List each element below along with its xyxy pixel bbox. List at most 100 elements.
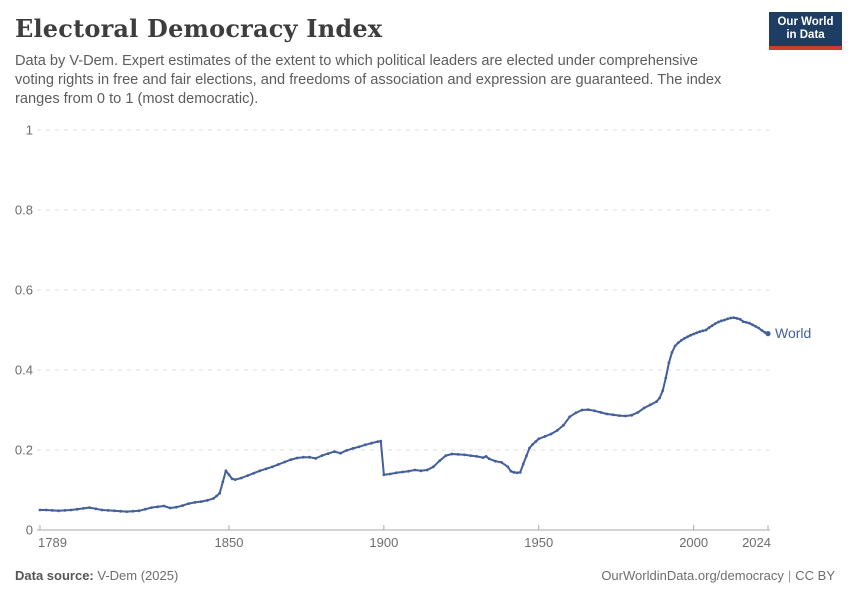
data-point-marker xyxy=(683,337,686,340)
data-point-marker xyxy=(407,469,410,473)
data-point-marker xyxy=(100,508,104,512)
data-point-marker xyxy=(723,318,726,322)
data-point-marker xyxy=(376,440,380,443)
y-axis-label: 0.8 xyxy=(15,203,33,218)
data-point-marker xyxy=(593,409,596,413)
data-point-marker xyxy=(463,453,466,457)
owid-logo-red-stripe xyxy=(769,46,842,50)
data-point-marker xyxy=(506,465,510,469)
data-point-marker xyxy=(574,411,578,415)
data-point-marker xyxy=(704,328,708,332)
owid-logo-line1: Our World xyxy=(777,16,834,28)
data-point-marker xyxy=(394,471,398,475)
owid-logo-line2: in Data xyxy=(786,29,825,41)
world-series-end-marker[interactable] xyxy=(765,331,771,337)
data-point-marker xyxy=(735,317,739,320)
data-point-marker xyxy=(75,507,79,511)
owid-logo-text: Our World in Data xyxy=(769,12,842,46)
data-point-marker xyxy=(143,507,147,511)
data-point-marker xyxy=(44,508,48,512)
data-point-marker xyxy=(562,423,565,427)
data-point-marker xyxy=(119,509,122,513)
data-source-value: V-Dem (2025) xyxy=(97,568,179,583)
data-point-marker xyxy=(655,400,658,403)
data-point-marker xyxy=(469,454,472,457)
data-point-marker xyxy=(233,478,237,481)
data-point-marker xyxy=(679,339,683,342)
data-point-marker xyxy=(270,465,274,469)
data-point-marker xyxy=(277,463,280,466)
data-point-marker xyxy=(199,500,203,503)
data-point-marker xyxy=(131,509,135,513)
data-point-marker xyxy=(673,344,677,348)
data-point-marker xyxy=(308,455,311,459)
data-point-marker xyxy=(94,507,98,511)
data-point-marker xyxy=(494,459,497,463)
data-point-marker xyxy=(676,341,680,345)
data-point-marker xyxy=(710,324,714,327)
data-point-marker xyxy=(450,452,454,456)
data-point-marker xyxy=(611,413,615,417)
data-point-marker xyxy=(648,403,652,407)
y-axis-label: 1 xyxy=(26,123,33,138)
data-point-marker xyxy=(413,468,417,472)
data-point-marker xyxy=(642,406,646,410)
world-series-label[interactable]: World xyxy=(775,325,811,341)
y-axis-label: 0.2 xyxy=(15,443,33,458)
data-point-marker xyxy=(475,455,479,458)
x-axis-label: 1850 xyxy=(215,535,244,550)
data-point-marker xyxy=(549,432,553,436)
data-point-marker xyxy=(351,447,355,450)
y-axis-label: 0.6 xyxy=(15,283,33,298)
data-point-marker xyxy=(713,322,717,325)
data-point-marker xyxy=(741,320,745,323)
data-point-marker xyxy=(283,460,287,464)
x-axis-label: 2000 xyxy=(679,535,708,550)
data-point-marker xyxy=(751,323,754,327)
data-point-marker xyxy=(326,452,330,455)
data-point-marker xyxy=(726,317,730,321)
data-point-marker xyxy=(720,319,723,323)
data-point-marker xyxy=(698,330,702,333)
data-point-marker xyxy=(218,491,222,495)
data-point-marker xyxy=(69,508,73,512)
data-point-marker xyxy=(686,335,689,339)
data-point-marker xyxy=(670,351,674,354)
data-point-marker xyxy=(432,465,435,469)
data-point-marker xyxy=(168,506,172,510)
data-point-marker xyxy=(757,326,761,330)
data-source: Data source: V-Dem (2025) xyxy=(15,568,178,583)
data-point-marker xyxy=(264,467,268,471)
data-point-marker xyxy=(162,504,166,508)
data-point-marker xyxy=(301,455,305,459)
world-series-line[interactable] xyxy=(39,316,769,513)
data-point-marker xyxy=(112,509,116,513)
data-point-marker xyxy=(125,510,129,513)
owid-link[interactable]: OurWorldinData.org/democracy xyxy=(601,568,784,583)
data-point-marker xyxy=(531,443,534,446)
x-axis-label: 1950 xyxy=(524,535,553,550)
data-point-marker xyxy=(444,454,448,457)
data-point-marker xyxy=(555,429,559,432)
data-point-marker xyxy=(320,454,324,457)
data-point-marker xyxy=(599,411,603,414)
data-point-marker xyxy=(636,411,640,414)
data-point-marker xyxy=(382,473,386,477)
data-point-marker xyxy=(212,497,215,500)
data-point-marker xyxy=(227,473,231,477)
data-point-marker xyxy=(744,321,748,324)
data-point-marker xyxy=(51,509,54,512)
data-point-marker xyxy=(754,325,757,328)
data-point-marker xyxy=(518,471,522,474)
data-point-marker xyxy=(193,501,197,504)
data-point-marker xyxy=(156,505,160,509)
data-point-marker xyxy=(695,331,699,335)
data-point-marker xyxy=(187,502,191,505)
license-label: CC BY xyxy=(795,568,835,583)
data-point-marker xyxy=(370,441,373,445)
data-point-marker xyxy=(512,471,516,474)
data-point-marker xyxy=(515,471,519,475)
data-point-marker xyxy=(487,457,491,461)
owid-logo[interactable]: Our World in Data xyxy=(769,12,842,50)
y-axis-label: 0 xyxy=(26,523,33,538)
